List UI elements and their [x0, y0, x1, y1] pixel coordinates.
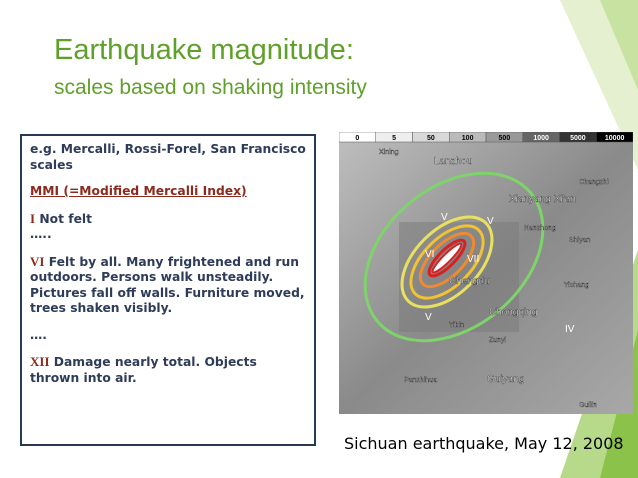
place-label: Shiyan — [569, 237, 591, 244]
places: Xining Lanzhou Xianyang Xi'an Changzhi Hanzho… — [379, 149, 609, 409]
legend-label: 100 — [462, 135, 474, 142]
intensity-label: VI — [425, 249, 434, 260]
map: 0 5 50 100 500 1000 5000 10000 Xining Lanzhou Xia… — [339, 132, 633, 414]
text: I Not felt….. — [30, 211, 306, 243]
legend-label: 5000 — [570, 135, 586, 142]
contour — [418, 231, 476, 289]
roman: XII — [30, 354, 50, 369]
text: MMI (=Modified Mercalli Index) — [30, 184, 247, 198]
contour — [400, 215, 494, 309]
place-label: Chongqing — [489, 307, 537, 318]
place-label: Changzhi — [579, 179, 609, 186]
text: e.g. Mercalli, Rossi-Forel, San Francisc… — [30, 142, 306, 172]
text: …. — [30, 327, 47, 342]
place-label: Xining — [379, 149, 399, 156]
caption: Sichuan earthquake, May 12, 2008 — [344, 434, 624, 453]
contour — [409, 224, 485, 300]
legend-label: 10000 — [605, 135, 625, 142]
subtitle: scales based on shaking intensity — [54, 76, 367, 99]
place-label: Xianyang — [509, 194, 551, 205]
place-label: Xi'an — [554, 194, 576, 205]
text: ….. — [30, 227, 52, 241]
text: Felt by all. Many frightened and run out… — [30, 254, 305, 316]
legend: 0 5 50 100 500 1000 5000 10000 — [339, 132, 633, 143]
intensity-label: VII — [467, 254, 479, 265]
intensity-label: IV — [565, 324, 575, 335]
text: Not felt — [39, 211, 93, 226]
place-label: Zunyi — [489, 337, 507, 344]
roman: VI — [30, 253, 45, 269]
legend-label: 50 — [427, 135, 435, 142]
title: Earthquake magnitude: — [54, 34, 354, 66]
roman: I — [30, 210, 36, 226]
text: Damage nearly total. Objects thrown into… — [30, 355, 257, 385]
legend-label: 5 — [392, 135, 396, 142]
text-box: e.g. Mercalli, Rossi-Forel, San Francisc… — [20, 134, 316, 446]
place-label: Lanzhou — [434, 156, 472, 167]
contour — [431, 242, 463, 274]
intensity-label: V — [425, 312, 432, 323]
place-label: Guilin — [579, 402, 597, 409]
contour — [427, 238, 467, 278]
place-label: Hanzhong — [524, 225, 556, 232]
place-label: Yichang — [564, 282, 589, 289]
deco-triangle — [600, 0, 638, 90]
intensity-label: V — [487, 216, 494, 227]
intensity-label: V — [441, 212, 448, 223]
legend-cell — [596, 132, 633, 143]
legend-label: 1000 — [533, 135, 549, 142]
contour — [363, 171, 545, 343]
place-label: Yibin — [449, 322, 464, 329]
place-label: Guiyang — [487, 374, 524, 385]
place-label: Panzhihua — [404, 377, 437, 384]
text: VI Felt by all. Many frightened and run … — [30, 254, 306, 317]
legend-label: 500 — [499, 135, 511, 142]
legend-label: 0 — [355, 135, 359, 142]
text: XII Damage nearly total. Objects thrown … — [30, 354, 306, 386]
place-label: Chengdu — [449, 276, 490, 287]
